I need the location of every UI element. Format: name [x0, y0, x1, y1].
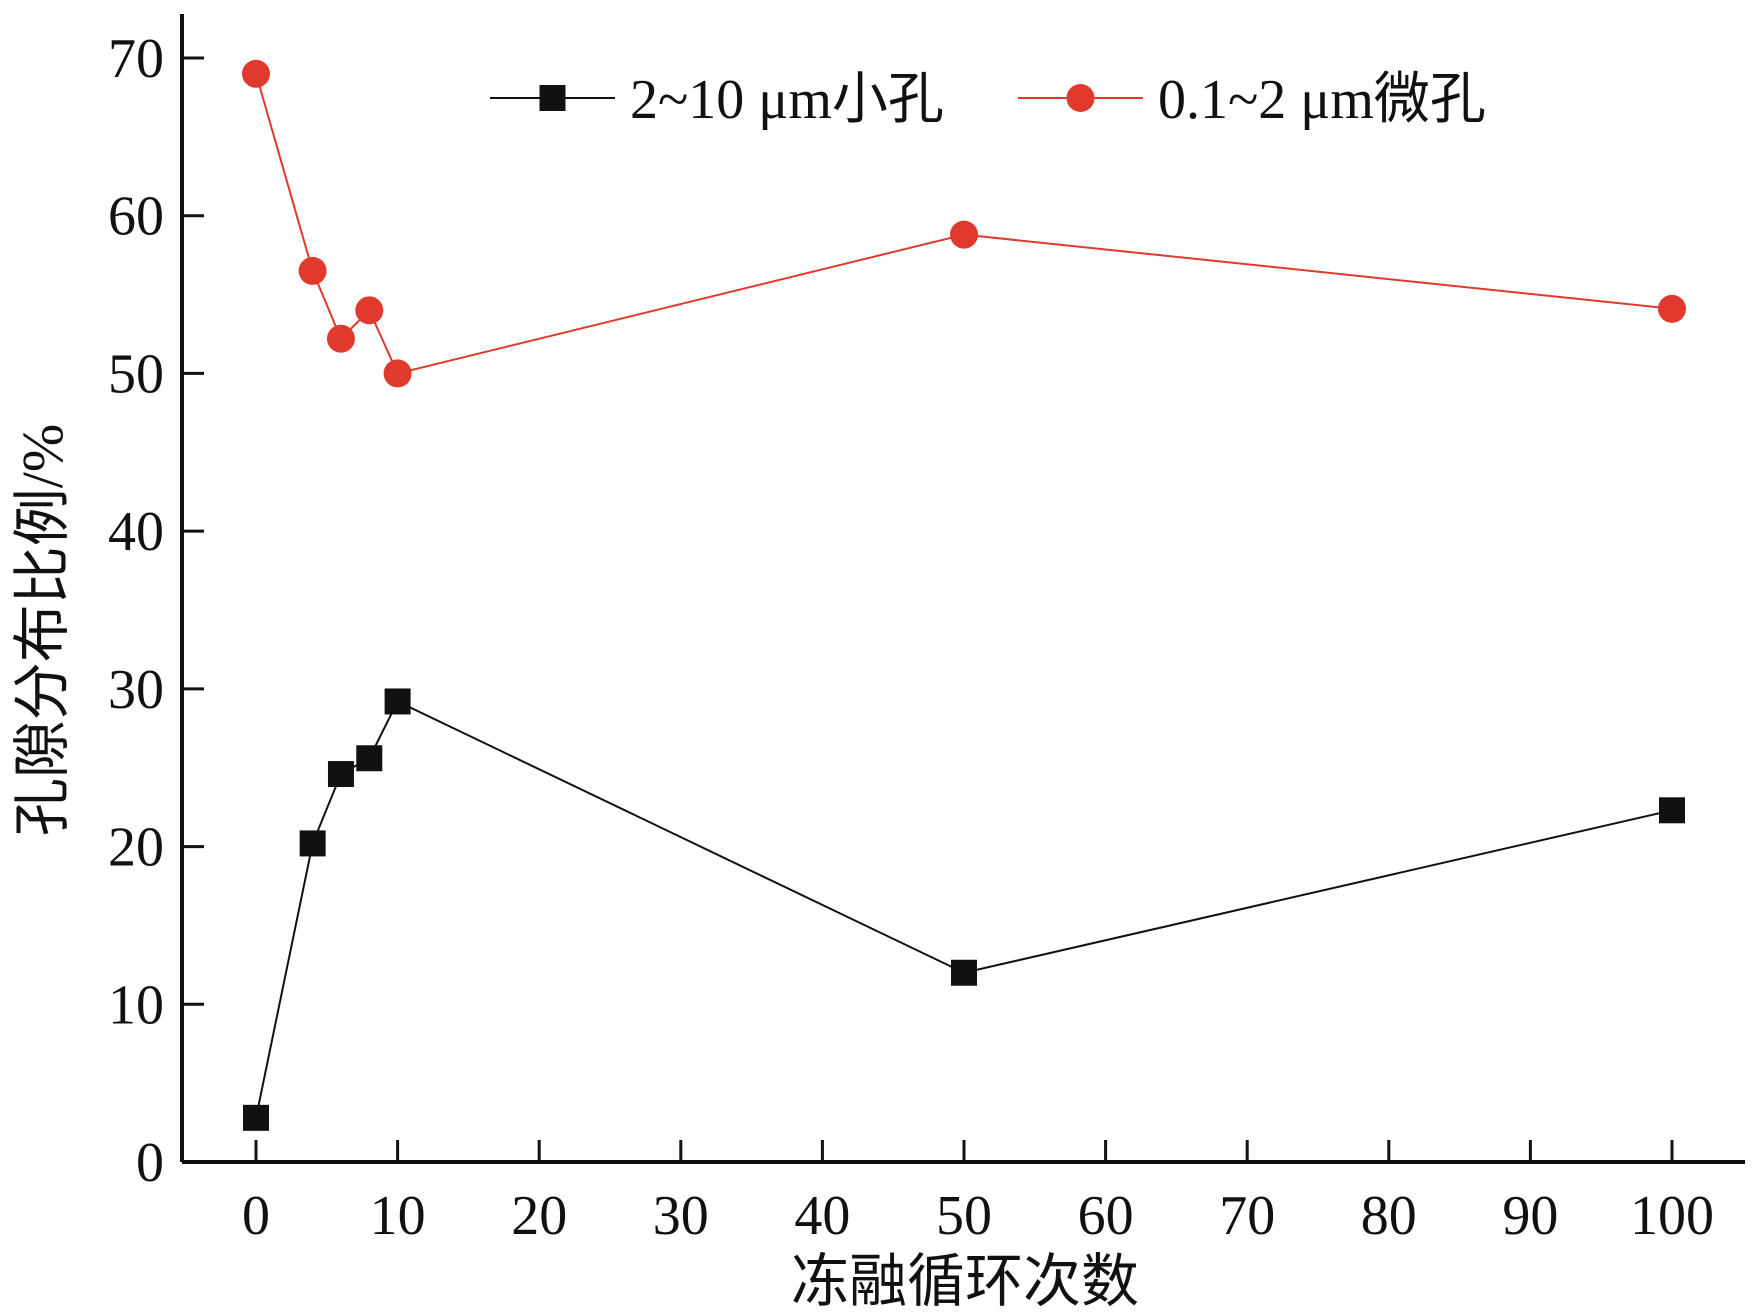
data-point [298, 256, 327, 285]
x-tick-label: 0 [242, 1185, 270, 1247]
y-tick-label: 30 [108, 659, 164, 721]
y-tick-label: 0 [136, 1132, 164, 1194]
y-axis-ticks: 0 10 20 30 40 50 60 70 [108, 28, 204, 1194]
data-point [242, 59, 270, 88]
x-axis-title: 冻融循环次数 [791, 1249, 1139, 1314]
y-tick-label: 10 [108, 974, 164, 1036]
x-tick-label: 10 [370, 1185, 426, 1247]
y-tick-label: 50 [108, 343, 164, 405]
data-point [1658, 294, 1686, 323]
legend-marker [539, 85, 566, 111]
data-point [384, 688, 411, 715]
data-point [299, 830, 326, 857]
series-layer [242, 59, 1686, 1131]
data-point [383, 359, 412, 388]
data-point [326, 324, 355, 353]
y-tick-label: 60 [108, 186, 164, 248]
y-tick-label: 70 [108, 28, 164, 90]
series-2 [242, 59, 1686, 388]
x-axis-ticks: 0 10 20 30 40 50 60 70 80 90 100 [242, 1140, 1714, 1247]
data-point [356, 745, 383, 772]
legend-label: 0.1~2 μm微孔 [1158, 69, 1486, 131]
y-axis-title: 孔隙分布比例/% [10, 424, 75, 836]
series-line [255, 700, 1673, 1119]
x-tick-label: 100 [1630, 1185, 1714, 1247]
series-1 [243, 688, 1685, 1131]
data-point [327, 761, 354, 788]
y-tick-label: 40 [108, 501, 164, 563]
legend-item-1: 2~10 μm小孔 [490, 69, 944, 131]
x-tick-label: 60 [1078, 1185, 1134, 1247]
data-point [950, 220, 978, 249]
plot-area: 0 10 20 30 40 50 60 70 80 90 100 0 10 20 30 40 50 60 70 [108, 14, 1745, 1247]
x-tick-label: 30 [653, 1185, 709, 1247]
x-tick-label: 90 [1502, 1185, 1558, 1247]
x-tick-label: 80 [1361, 1185, 1417, 1247]
data-point [355, 296, 384, 325]
x-tick-label: 70 [1219, 1185, 1275, 1247]
y-tick-label: 20 [108, 817, 164, 879]
legend-marker [1066, 84, 1095, 112]
legend: 2~10 μm小孔 0.1~2 μm微孔 [490, 69, 1486, 131]
data-point [243, 1104, 269, 1131]
data-point [1659, 797, 1685, 824]
x-tick-label: 50 [936, 1185, 992, 1247]
data-point [951, 959, 977, 986]
legend-item-2: 0.1~2 μm微孔 [1018, 69, 1486, 131]
x-tick-label: 20 [511, 1185, 567, 1247]
legend-label: 2~10 μm小孔 [630, 69, 944, 131]
x-tick-label: 40 [794, 1185, 850, 1247]
